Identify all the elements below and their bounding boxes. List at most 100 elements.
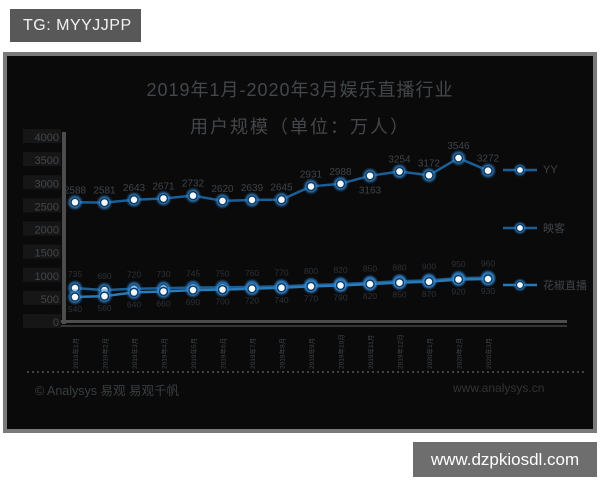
x-tick-label: 2019年12月 bbox=[396, 334, 405, 369]
data-point-label: 2643 bbox=[123, 183, 146, 194]
y-axis-line bbox=[62, 132, 66, 324]
legend-item-inke: 映客 bbox=[501, 220, 565, 236]
data-point-marker bbox=[247, 283, 257, 294]
data-point-marker bbox=[483, 165, 493, 176]
data-point-label: 720 bbox=[127, 270, 141, 280]
y-tick-label: 1500 bbox=[35, 248, 59, 260]
legend-marker-icon bbox=[503, 278, 537, 292]
data-point-marker bbox=[335, 179, 346, 189]
data-point-label: 2588 bbox=[64, 185, 87, 196]
data-point-label: 3272 bbox=[477, 154, 500, 165]
ytick-bg bbox=[23, 152, 61, 167]
data-point-label: 735 bbox=[68, 269, 82, 279]
data-point-marker bbox=[365, 170, 375, 181]
y-tick-label: 0 bbox=[53, 317, 59, 329]
data-point-label: 540 bbox=[68, 304, 82, 314]
data-point-label: 2671 bbox=[152, 181, 175, 192]
chart-panel: 2019年1月-2020年3月娱乐直播行业 用户规模（单位：万人） 0 500 10… bbox=[3, 52, 597, 433]
ytick-bg bbox=[23, 267, 61, 282]
data-point-label: 760 bbox=[245, 268, 259, 278]
x-tick-label: 2019年8月 bbox=[278, 338, 287, 369]
data-point-marker bbox=[247, 195, 257, 205]
data-point-marker bbox=[306, 281, 316, 292]
data-point-label: 690 bbox=[186, 297, 200, 307]
data-point-label: 2988 bbox=[329, 167, 352, 178]
ytick-bg bbox=[23, 129, 61, 143]
data-point-label: 745 bbox=[186, 269, 200, 279]
data-point-label: 2620 bbox=[211, 184, 234, 195]
data-point-label: 660 bbox=[156, 298, 170, 308]
data-point-label: 3254 bbox=[388, 155, 411, 166]
data-point-label: 950 bbox=[451, 259, 465, 269]
data-point-marker bbox=[188, 285, 198, 295]
data-point-label: 720 bbox=[245, 296, 259, 306]
data-point-label: 3172 bbox=[418, 158, 441, 169]
data-point-label: 870 bbox=[422, 289, 436, 299]
data-point-label: 730 bbox=[156, 269, 170, 279]
data-point-marker bbox=[129, 195, 139, 205]
data-point-marker bbox=[276, 194, 287, 205]
data-point-label: 880 bbox=[392, 262, 406, 272]
data-point-marker bbox=[483, 274, 493, 284]
data-point-label: 930 bbox=[481, 286, 495, 296]
legend-marker-icon bbox=[503, 221, 537, 235]
analysys-credit: © Analysys 易观 易观千帆 bbox=[35, 384, 179, 398]
data-point-label: 920 bbox=[451, 286, 465, 296]
data-point-marker bbox=[188, 190, 198, 201]
telegram-watermark-tag: TG: MYYJJPP bbox=[10, 9, 141, 42]
x-tick-label: 2019年4月 bbox=[160, 338, 169, 369]
data-point-label: 560 bbox=[97, 303, 111, 313]
x-tick-label: 2019年3月 bbox=[130, 338, 139, 369]
site-watermark: www.dzpkiosdl.com bbox=[413, 442, 597, 477]
ytick-bg bbox=[23, 290, 61, 305]
data-point-label: 800 bbox=[304, 266, 318, 276]
x-tick-label: 2020年3月 bbox=[484, 338, 493, 369]
data-point-label: 3163 bbox=[359, 186, 382, 197]
x-tick-label: 2019年6月 bbox=[219, 338, 228, 369]
data-point-label: 770 bbox=[304, 293, 318, 303]
legend-marker-icon bbox=[503, 163, 537, 177]
y-tick-label: 500 bbox=[41, 294, 59, 306]
data-point-marker bbox=[424, 170, 434, 181]
legend-label: 花椒直播 bbox=[543, 280, 587, 292]
y-tick-label: 4000 bbox=[35, 132, 59, 144]
data-point-marker bbox=[99, 197, 110, 208]
y-tick-label: 2500 bbox=[35, 201, 59, 213]
x-tick-label: 2019年11月 bbox=[366, 335, 375, 369]
line-chart: 0 500 1000 1500 2000 2500 3000 3500 4000 2019年1月 2… bbox=[23, 129, 587, 373]
data-point-marker bbox=[276, 283, 287, 293]
data-point-marker bbox=[217, 196, 228, 206]
ytick-bg bbox=[23, 198, 61, 213]
data-point-marker bbox=[129, 287, 139, 298]
ytick-bg bbox=[23, 175, 61, 190]
data-point-marker bbox=[99, 291, 110, 301]
y-tick-label: 2000 bbox=[35, 225, 59, 237]
x-axis-line-2 bbox=[59, 325, 567, 327]
data-point-label: 750 bbox=[215, 268, 229, 278]
chart-area: 2019年1月-2020年3月娱乐直播行业 用户规模（单位：万人） 0 500 10… bbox=[7, 56, 593, 429]
data-point-marker bbox=[424, 277, 434, 287]
legend-label: 映客 bbox=[543, 223, 565, 235]
data-point-marker bbox=[335, 280, 346, 291]
data-point-label: 2581 bbox=[93, 186, 116, 197]
ytick-bg bbox=[23, 314, 61, 328]
data-point-label: 960 bbox=[481, 259, 495, 269]
data-point-marker bbox=[365, 279, 375, 289]
data-point-label: 820 bbox=[333, 265, 347, 275]
chart-title-line1: 2019年1月-2020年3月娱乐直播行业 bbox=[146, 80, 454, 100]
data-point-label: 690 bbox=[97, 271, 111, 281]
data-point-label: 640 bbox=[127, 299, 141, 309]
x-axis-line bbox=[59, 320, 567, 323]
data-point-label: 3546 bbox=[447, 141, 470, 152]
data-point-label: 2639 bbox=[241, 183, 264, 194]
x-tick-label: 2019年1月 bbox=[71, 338, 80, 369]
y-tick-label: 3000 bbox=[35, 178, 59, 190]
x-tick-label: 2019年9月 bbox=[307, 338, 316, 369]
data-point-marker bbox=[158, 286, 169, 297]
data-point-marker bbox=[70, 197, 80, 208]
data-point-label: 2732 bbox=[182, 179, 205, 190]
data-point-label: 850 bbox=[392, 290, 406, 300]
chart-title-line2: 用户规模（单位：万人） bbox=[190, 117, 410, 137]
tag-label: TG: MYYJJPP bbox=[23, 17, 132, 34]
x-tick-label: 2019年2月 bbox=[101, 338, 110, 369]
